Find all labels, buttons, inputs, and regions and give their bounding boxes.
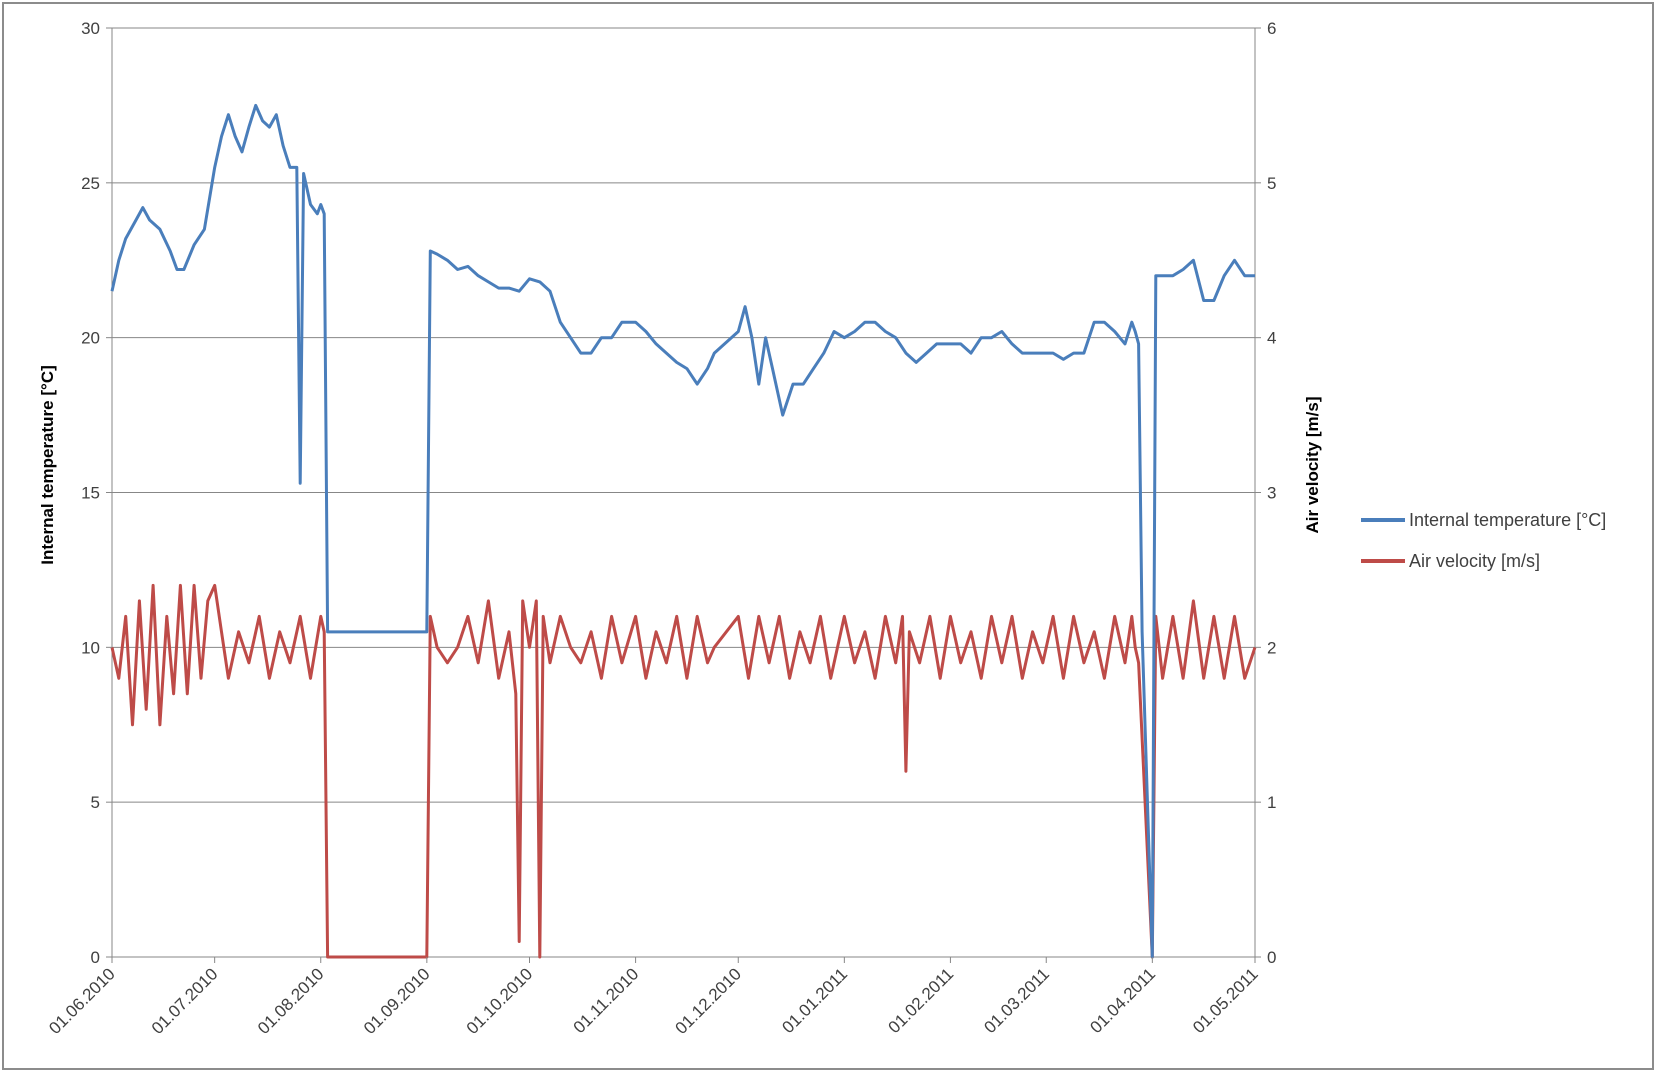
legend-label-air-velocity: Air velocity [m/s] <box>1409 551 1540 571</box>
right-tick-label: 0 <box>1267 948 1276 967</box>
x-tick-label: 01.12.2010 <box>671 964 745 1038</box>
series-lines <box>110 103 1257 959</box>
x-tick-label: 01.08.2010 <box>254 964 328 1038</box>
left-tick-label: 5 <box>91 793 100 812</box>
y-axis-title: Internal temperature [°C] <box>38 365 57 565</box>
left-tick-label: 30 <box>81 19 100 38</box>
legend-label-temperature: Internal temperature [°C] <box>1409 510 1606 530</box>
series-line-temperature <box>110 103 1255 959</box>
legend: Internal temperature [°C] Air velocity [… <box>1361 510 1606 571</box>
right-tick-label: 5 <box>1267 174 1276 193</box>
left-tick-label: 25 <box>81 174 100 193</box>
x-tick-label: 01.09.2010 <box>360 964 434 1038</box>
right-tick-label: 2 <box>1267 638 1276 657</box>
x-tick-label: 01.05.2011 <box>1189 964 1262 1037</box>
x-tick-label: 01.04.2011 <box>1086 964 1159 1037</box>
x-tick-label: 01.01.2011 <box>778 964 851 1037</box>
right-tick-label: 6 <box>1267 19 1276 38</box>
right-tick-label: 4 <box>1267 329 1276 348</box>
x-tick-label: 01.11.2010 <box>570 964 643 1037</box>
y2-axis-title: Air velocity [m/s] <box>1303 397 1322 534</box>
x-tick-label: 01.10.2010 <box>463 964 537 1038</box>
right-tick-label: 1 <box>1267 793 1276 812</box>
left-tick-label: 0 <box>91 948 100 967</box>
left-tick-label: 10 <box>81 638 100 657</box>
right-tick-label: 3 <box>1267 484 1276 503</box>
x-tick-label: 01.06.2010 <box>45 964 119 1038</box>
x-tick-label: 01.03.2011 <box>980 964 1053 1037</box>
x-tick-label: 01.07.2010 <box>148 964 222 1038</box>
left-tick-label: 15 <box>81 484 100 503</box>
series-line-air-velocity <box>110 583 1257 959</box>
x-tick-label: 01.02.2011 <box>885 964 958 1037</box>
x-axis-ticks: 01.06.2010 01.07.2010 01.08.2010 01.09.2010… <box>45 957 1262 1038</box>
right-axis-ticks: 0 1 2 3 4 5 6 <box>1255 19 1276 967</box>
left-tick-label: 20 <box>81 329 100 348</box>
left-axis-ticks: 0 5 10 15 20 25 30 <box>81 19 112 967</box>
